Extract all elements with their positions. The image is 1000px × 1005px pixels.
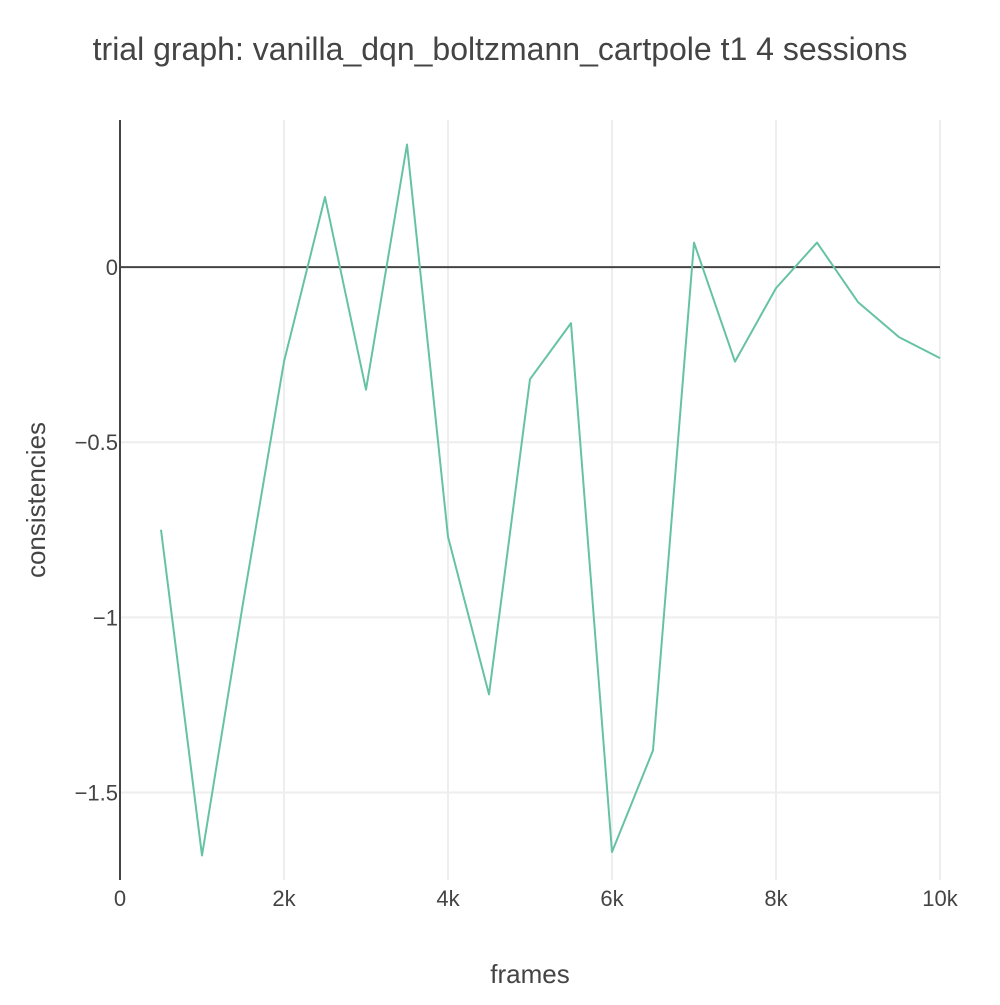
x-tick-label: 2k [272, 886, 296, 911]
series-line [160, 143, 941, 857]
data-point[interactable] [734, 361, 736, 363]
data-point[interactable] [898, 336, 900, 338]
tick-labels: 0 2k 4k 6k 8k 10k 0 −0.5 −1 −1.5 [75, 255, 959, 911]
data-point[interactable] [816, 242, 818, 244]
y-tick-label: −0.5 [75, 430, 118, 455]
data-point[interactable] [201, 854, 203, 856]
grid-lines [120, 120, 941, 880]
data-point[interactable] [939, 357, 941, 359]
data-point[interactable] [857, 301, 859, 303]
data-point[interactable] [693, 242, 695, 244]
data-point[interactable] [652, 749, 654, 751]
data-point[interactable] [324, 196, 326, 198]
data-point[interactable] [570, 322, 572, 324]
x-axis-title: frames [490, 959, 569, 989]
y-tick-label: −1 [93, 605, 118, 630]
data-point[interactable] [488, 693, 490, 695]
data-point[interactable] [611, 851, 613, 853]
x-tick-label: 10k [922, 886, 958, 911]
x-tick-label: 6k [600, 886, 624, 911]
axes [119, 120, 940, 880]
series-layer [160, 143, 941, 857]
y-tick-label: 0 [106, 255, 118, 280]
data-point[interactable] [242, 602, 244, 604]
data-point[interactable] [160, 529, 162, 531]
data-point[interactable] [283, 361, 285, 363]
data-point[interactable] [447, 536, 449, 538]
y-axis-title: consistencies [21, 422, 51, 578]
x-tick-label: 0 [114, 886, 126, 911]
x-tick-label: 8k [764, 886, 788, 911]
x-tick-label: 4k [436, 886, 460, 911]
y-tick-label: −1.5 [75, 780, 118, 805]
data-point[interactable] [529, 378, 531, 380]
chart-title: trial graph: vanilla_dqn_boltzmann_cartp… [93, 31, 908, 67]
data-point[interactable] [365, 389, 367, 391]
data-point[interactable] [406, 144, 408, 146]
data-point[interactable] [775, 287, 777, 289]
